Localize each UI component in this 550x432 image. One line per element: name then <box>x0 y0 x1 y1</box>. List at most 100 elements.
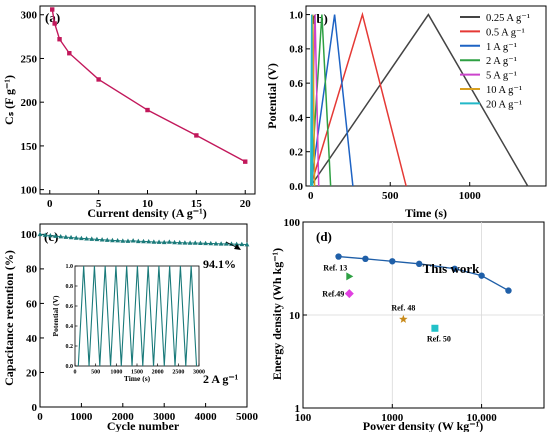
ref-50-marker <box>431 324 439 332</box>
ref-13-marker <box>346 272 354 281</box>
ragone-point <box>335 253 342 260</box>
y-tick-label: 0.8 <box>289 44 303 56</box>
retention-point <box>223 241 229 246</box>
panel-a-xlabel: Current density (A g⁻¹) <box>87 206 206 220</box>
retention-point <box>73 235 79 240</box>
retention-point <box>234 241 240 246</box>
y-tick-label: 80 <box>26 264 38 276</box>
inset-y-tick-label: 0.6 <box>66 304 74 310</box>
ragone-point <box>451 265 458 272</box>
inset-x-tick-label: 2000 <box>152 370 164 376</box>
retention-point <box>84 236 89 241</box>
y-tick-label: 0.0 <box>289 181 303 193</box>
retention-point <box>63 234 69 239</box>
retention-point <box>68 234 74 240</box>
inset-x-tick-label: 0 <box>74 370 77 376</box>
reference-label: Ref.49 <box>322 290 344 299</box>
retention-point <box>213 241 219 246</box>
panel-a-ylabel: Cₛ (F g⁻¹) <box>2 75 16 125</box>
retention-point <box>79 235 84 241</box>
retention-point <box>110 237 115 243</box>
panel-a-label: (a) <box>45 10 60 25</box>
ragone-point <box>389 258 396 265</box>
retention-point <box>239 241 245 247</box>
retention-point <box>115 237 121 243</box>
panel-d-xlabel: Power density (W kg⁻¹) <box>363 419 484 432</box>
retention-point <box>99 237 105 242</box>
x-tick-label: 0 <box>37 411 43 423</box>
y-tick-label: 20 <box>26 367 38 379</box>
retention-point <box>89 236 95 241</box>
capacitance-point <box>67 51 72 56</box>
retention-point <box>58 234 64 239</box>
retention-point <box>187 240 193 245</box>
capacitance-point <box>96 77 101 82</box>
reference-label: Ref. 50 <box>427 334 451 343</box>
gcd-curve-0 <box>310 13 529 187</box>
legend-label: 20 A g⁻¹ <box>486 99 522 110</box>
retention-point <box>42 232 48 237</box>
inset-gcd-curve <box>77 265 198 367</box>
y-tick-label: 150 <box>21 141 38 153</box>
retention-point <box>125 238 131 243</box>
inset-xlabel: Time (s) <box>124 374 151 383</box>
retention-point <box>177 240 183 245</box>
x-tick-label: 1000 <box>70 411 93 423</box>
inset-y-tick-label: 0.8 <box>66 284 74 290</box>
x-tick-label: 500 <box>382 190 399 202</box>
x-tick-label: 2000 <box>112 411 135 423</box>
x-tick-label: 3000 <box>153 411 176 423</box>
capacitance-point <box>50 7 55 12</box>
legend-label: 0.5 A g⁻¹ <box>486 27 525 38</box>
gcd-curve-6 <box>310 14 314 187</box>
x-tick-label: 1000 <box>381 412 404 424</box>
retention-point <box>130 238 136 243</box>
x-tick-label: 5000 <box>236 411 259 423</box>
inset-x-tick-label: 1000 <box>110 370 122 376</box>
y-tick-label: 0 <box>32 402 38 414</box>
y-tick-label: 60 <box>26 298 38 310</box>
retention-point <box>172 239 177 245</box>
inset-x-tick-label: 3000 <box>193 370 205 376</box>
retention-point <box>120 238 126 243</box>
capacitance-point <box>145 107 150 113</box>
y-tick-label: 300 <box>21 10 38 22</box>
legend-label: 10 A g⁻¹ <box>486 85 522 96</box>
panel-c-current-annotation: 2 A g⁻¹ <box>203 372 239 386</box>
y-tick-label: 40 <box>26 333 38 345</box>
retention-point <box>47 232 53 238</box>
inset-y-tick-label: 1.0 <box>66 264 74 270</box>
retention-point <box>104 237 110 242</box>
reference-label: Ref. 13 <box>323 263 347 272</box>
y-tick-label: 100 <box>21 229 38 241</box>
panel-c-xlabel: Cycle number <box>107 419 180 432</box>
y-tick-label: 100 <box>284 217 301 229</box>
capacitance-point <box>243 159 248 164</box>
ragone-point <box>415 260 423 268</box>
inset-x-tick-label: 1500 <box>131 370 143 376</box>
retention-point <box>208 240 214 246</box>
capacitance-point <box>57 37 62 42</box>
capacitance-point <box>52 21 57 26</box>
panel-d: (d) 100 1000 10,000 1 10 100 Ref. 13 Ref.49 Ref… <box>270 217 545 432</box>
ref-49-marker <box>344 289 354 299</box>
legend-label: 1 A g⁻¹ <box>486 42 517 53</box>
x-tick-label: 5 <box>96 198 102 210</box>
x-tick-label: 15 <box>191 198 203 210</box>
retention-point <box>192 240 198 245</box>
panel-a: (a) 0 5 10 15 20 100 150 200 250 300 Current dens… <box>2 5 256 220</box>
retention-point <box>53 233 58 238</box>
retention-point <box>135 238 141 244</box>
x-tick-label: 0 <box>308 190 314 202</box>
retention-point <box>146 239 152 244</box>
y-tick-label: 100 <box>21 184 38 196</box>
retention-point <box>198 240 203 245</box>
retention-point <box>166 239 172 244</box>
retention-point <box>229 241 234 246</box>
retention-point <box>161 239 167 245</box>
inset-x-tick-label: 2500 <box>172 370 184 376</box>
x-tick-label: 4000 <box>195 411 218 423</box>
